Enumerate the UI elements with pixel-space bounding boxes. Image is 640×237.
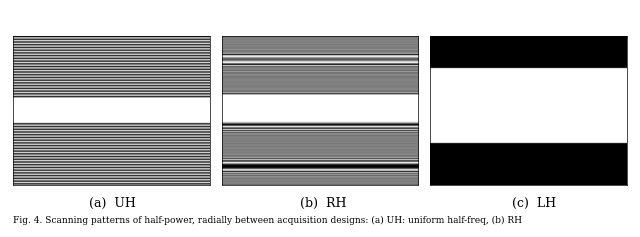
Text: Fig. 4. Scanning patterns of half-power, radially between acquisition designs: (: Fig. 4. Scanning patterns of half-power,… (13, 216, 522, 225)
Text: (c)  LH: (c) LH (513, 197, 556, 210)
Text: (b)  RH: (b) RH (300, 197, 346, 210)
Text: (a)  UH: (a) UH (88, 197, 136, 210)
